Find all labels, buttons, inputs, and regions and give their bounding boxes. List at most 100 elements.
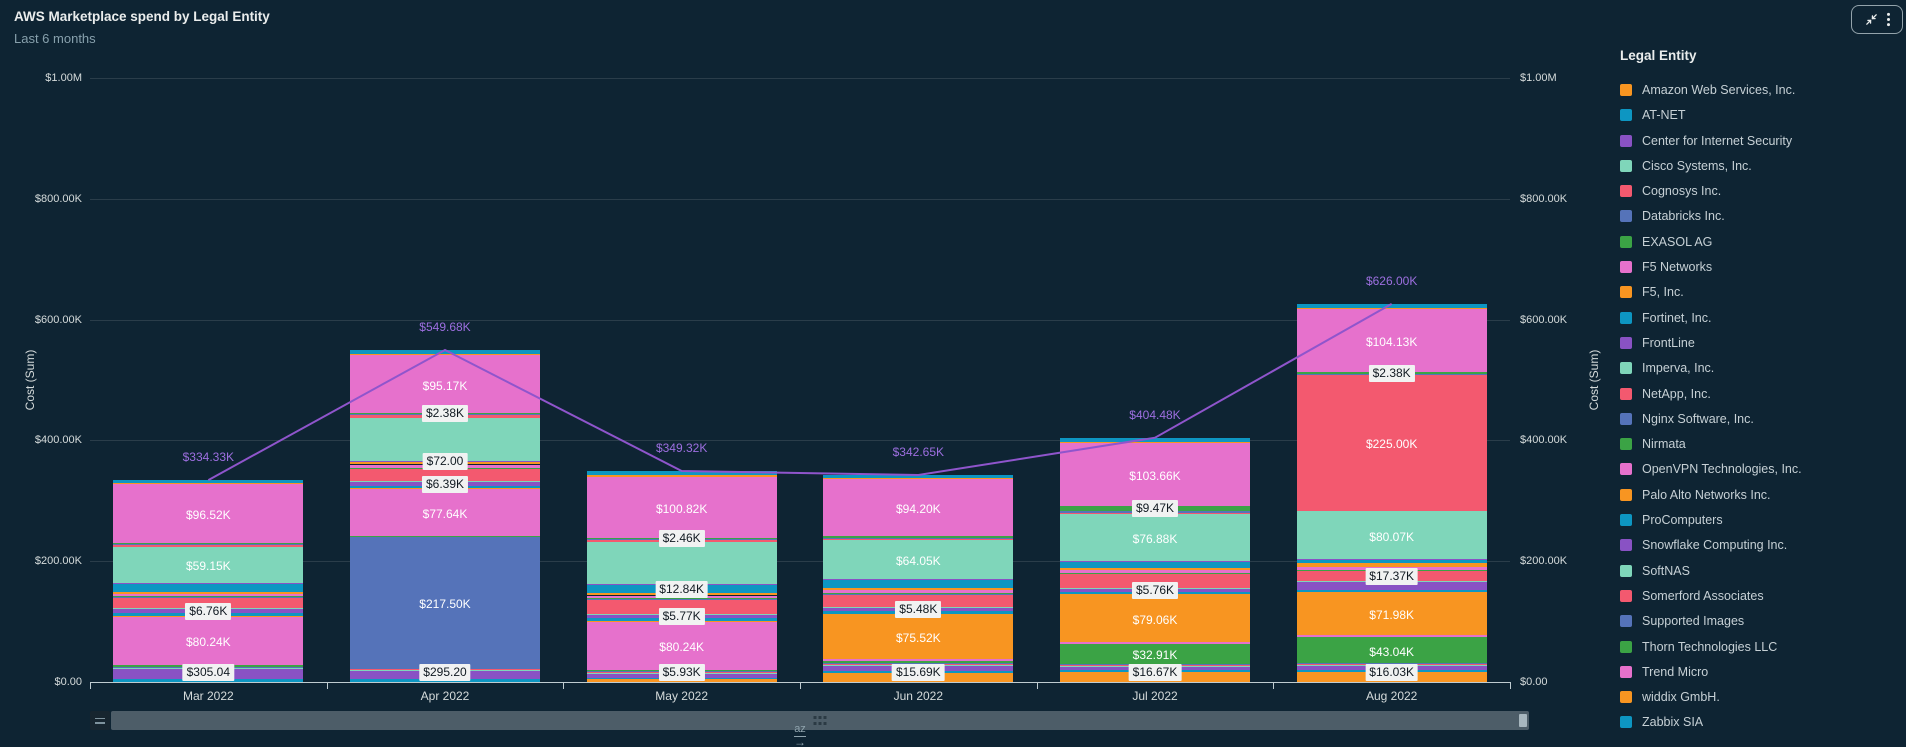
legend-item[interactable]: Supported Images: [1620, 614, 1900, 628]
bar-segment[interactable]: [1060, 514, 1250, 561]
legend-item[interactable]: Cognosys Inc.: [1620, 184, 1900, 198]
legend-item[interactable]: ProComputers: [1620, 513, 1900, 527]
bar-segment[interactable]: [1060, 441, 1250, 443]
bar-segment[interactable]: [113, 542, 304, 545]
legend-item[interactable]: F5 Networks: [1620, 260, 1900, 274]
bar-segment[interactable]: [113, 546, 304, 583]
bar-segment[interactable]: [823, 538, 1014, 541]
bar-segment[interactable]: [586, 541, 777, 585]
bar-segment[interactable]: [586, 599, 777, 614]
legend-item[interactable]: NetApp, Inc.: [1620, 387, 1900, 401]
legend-item[interactable]: Cisco Systems, Inc.: [1620, 159, 1900, 173]
legend-item[interactable]: Imperva, Inc.: [1620, 361, 1900, 375]
bar-segment[interactable]: [586, 476, 777, 538]
legend-item[interactable]: Nirmata: [1620, 437, 1900, 451]
bar-segment[interactable]: [1296, 375, 1487, 511]
scrollbar-grip-icon[interactable]: [818, 716, 822, 719]
bar-segment[interactable]: [823, 479, 1014, 537]
bar-segment[interactable]: [823, 590, 1014, 594]
bar-segment[interactable]: [1296, 510, 1487, 560]
x-axis-scrollbar[interactable]: [111, 711, 1529, 730]
legend-item[interactable]: Somerford Associates: [1620, 589, 1900, 603]
bar-segment[interactable]: [350, 535, 540, 538]
bar-segment[interactable]: [586, 679, 777, 682]
bar-segment[interactable]: [350, 679, 540, 682]
bar-segment[interactable]: [113, 679, 304, 682]
legend-item[interactable]: Amazon Web Services, Inc.: [1620, 83, 1900, 97]
bar-segment[interactable]: [113, 480, 304, 484]
legend-item[interactable]: Center for Internet Security: [1620, 134, 1900, 148]
bar-segment[interactable]: [823, 579, 1014, 581]
bar-segment[interactable]: [350, 353, 540, 356]
collapse-icon[interactable]: [1864, 12, 1879, 27]
legend-item[interactable]: F5, Inc.: [1620, 285, 1900, 299]
bar-segment[interactable]: [823, 580, 1014, 588]
bar-segment[interactable]: [1296, 637, 1487, 664]
bar-segment[interactable]: [1060, 574, 1250, 588]
legend-item[interactable]: SoftNAS: [1620, 564, 1900, 578]
bar-segment[interactable]: [1060, 560, 1250, 562]
bar-segment[interactable]: [1296, 303, 1487, 308]
bar-segment[interactable]: [350, 469, 540, 482]
legend-item[interactable]: Snowflake Computing Inc.: [1620, 538, 1900, 552]
bar-segment[interactable]: [823, 587, 1014, 591]
bar-segment[interactable]: [586, 471, 777, 476]
legend-item[interactable]: Thorn Technologies LLC: [1620, 640, 1900, 654]
bar-segment[interactable]: [823, 475, 1014, 479]
bar-segment[interactable]: [1296, 560, 1487, 564]
x-axis-sort-control[interactable]: az →: [794, 724, 806, 747]
bar-segment[interactable]: [586, 621, 777, 670]
bar-segment[interactable]: [823, 540, 1014, 580]
bar-segment[interactable]: [823, 613, 1014, 660]
bar-segment[interactable]: [113, 596, 304, 598]
bar-segment[interactable]: [113, 483, 304, 485]
bar-segment[interactable]: [1296, 589, 1487, 592]
legend-item[interactable]: Palo Alto Networks Inc.: [1620, 488, 1900, 502]
bar-segment[interactable]: [823, 661, 1014, 663]
bar-segment[interactable]: [586, 475, 777, 477]
bar-segment[interactable]: [1296, 582, 1487, 590]
bar-segment[interactable]: [823, 593, 1014, 595]
bar-segment[interactable]: [113, 544, 304, 546]
bar-segment[interactable]: [1060, 570, 1250, 573]
bar-segment[interactable]: [1060, 437, 1250, 442]
bar-segment[interactable]: [1060, 643, 1250, 664]
legend-item[interactable]: EXASOL AG: [1620, 235, 1900, 249]
bar-segment[interactable]: [823, 537, 1014, 539]
bar-segment[interactable]: [823, 478, 1014, 480]
bar-segment[interactable]: [113, 484, 304, 543]
bar-segment[interactable]: [1060, 442, 1250, 506]
bar-segment[interactable]: [586, 598, 777, 600]
bar-segment[interactable]: [1296, 309, 1487, 373]
bar-segment[interactable]: [823, 659, 1014, 662]
bar-segment[interactable]: [113, 545, 304, 547]
bar-segment[interactable]: [823, 594, 1014, 607]
legend-item[interactable]: FrontLine: [1620, 336, 1900, 350]
bar-segment[interactable]: [823, 662, 1014, 664]
scrollbar-right-handle[interactable]: [1519, 714, 1527, 727]
bar-segment[interactable]: [1296, 635, 1487, 638]
legend-item[interactable]: OpenVPN Technologies, Inc.: [1620, 462, 1900, 476]
legend-item[interactable]: Nginx Software, Inc.: [1620, 412, 1900, 426]
scrollbar-left-handle[interactable]: [90, 711, 110, 730]
kebab-menu-icon[interactable]: [1886, 12, 1891, 27]
bar-segment[interactable]: [1060, 561, 1250, 568]
bar-segment[interactable]: [113, 583, 304, 592]
bar-segment[interactable]: [1296, 591, 1487, 636]
bar-segment[interactable]: [350, 350, 540, 354]
bar-segment[interactable]: [1060, 567, 1250, 571]
bar-segment[interactable]: [1296, 563, 1487, 567]
legend-item[interactable]: Fortinet, Inc.: [1620, 311, 1900, 325]
bar-segment[interactable]: [823, 536, 1014, 538]
legend-item[interactable]: AT-NET: [1620, 108, 1900, 122]
bar-segment[interactable]: [1296, 559, 1487, 561]
bar-segment[interactable]: [350, 537, 540, 669]
bar-segment[interactable]: [350, 489, 540, 536]
bar-segment[interactable]: [113, 582, 304, 584]
legend-item[interactable]: Zabbix SIA: [1620, 715, 1900, 729]
bar-segment[interactable]: [113, 593, 304, 597]
bar-segment[interactable]: [1296, 307, 1487, 310]
bar-segment[interactable]: [113, 591, 304, 594]
legend-item[interactable]: Trend Micro: [1620, 665, 1900, 679]
bar-segment[interactable]: [1060, 573, 1250, 575]
